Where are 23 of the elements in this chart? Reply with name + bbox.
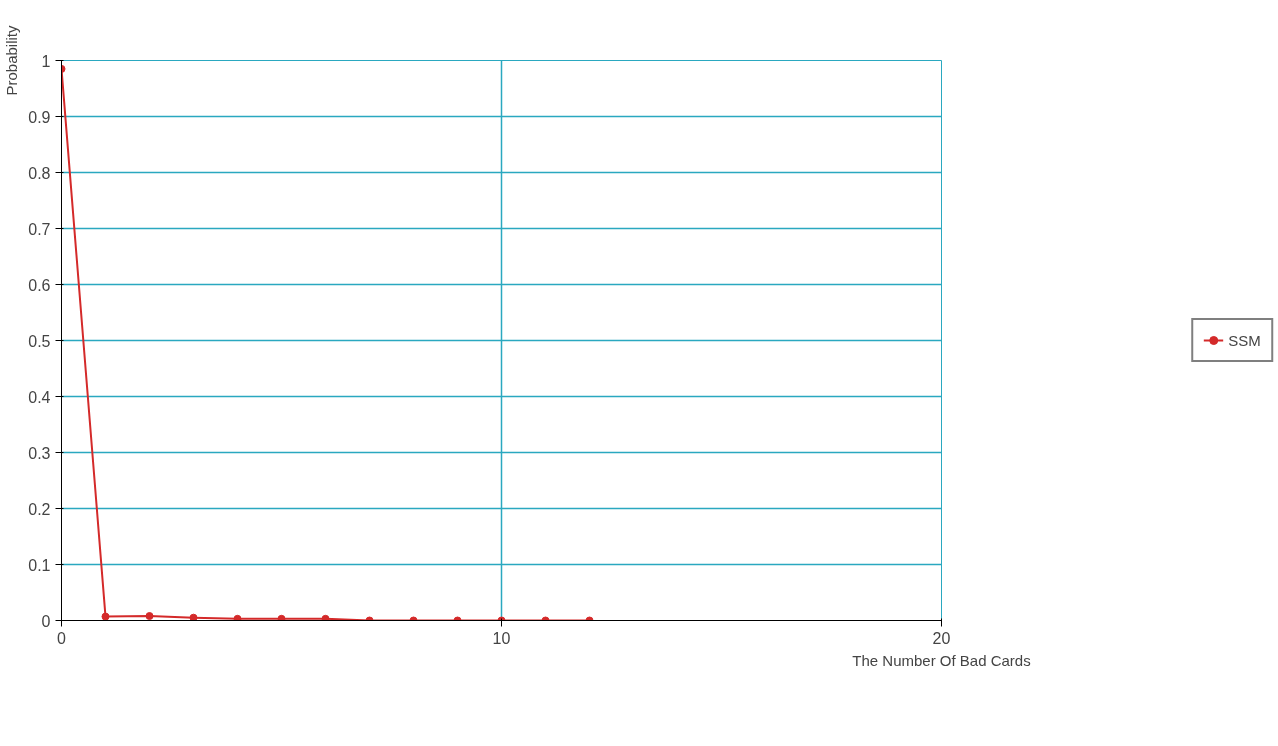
point bbox=[321, 614, 330, 621]
y-tick-label: 0.8 bbox=[28, 164, 51, 182]
y-tick-label: 0.1 bbox=[28, 556, 51, 574]
y-tick-label: 0.5 bbox=[28, 332, 51, 350]
y-tick-label: 0.6 bbox=[28, 276, 51, 294]
x-tick-label: 20 bbox=[932, 629, 951, 647]
y-tick-label: 0.7 bbox=[28, 220, 51, 238]
x-axis-title: The Number Of Bad Cards bbox=[852, 651, 1031, 669]
point bbox=[101, 612, 110, 621]
point bbox=[145, 612, 154, 621]
point bbox=[277, 614, 286, 621]
x-tick-label: 10 bbox=[492, 629, 511, 647]
point bbox=[233, 614, 242, 621]
y-tick-label: 0.9 bbox=[28, 108, 51, 126]
y-tick-label: 0.3 bbox=[28, 444, 51, 462]
y-tick-label: 0.4 bbox=[28, 388, 51, 406]
x-tick-label: 0 bbox=[57, 629, 67, 647]
y-tick-label: 0 bbox=[41, 612, 51, 630]
y-tick-label: 1 bbox=[41, 52, 51, 70]
legend-label: SSM bbox=[1228, 331, 1261, 349]
point bbox=[189, 613, 198, 621]
y-tick-label: 0.2 bbox=[28, 500, 51, 518]
y-axis-title: Probability bbox=[3, 24, 21, 96]
